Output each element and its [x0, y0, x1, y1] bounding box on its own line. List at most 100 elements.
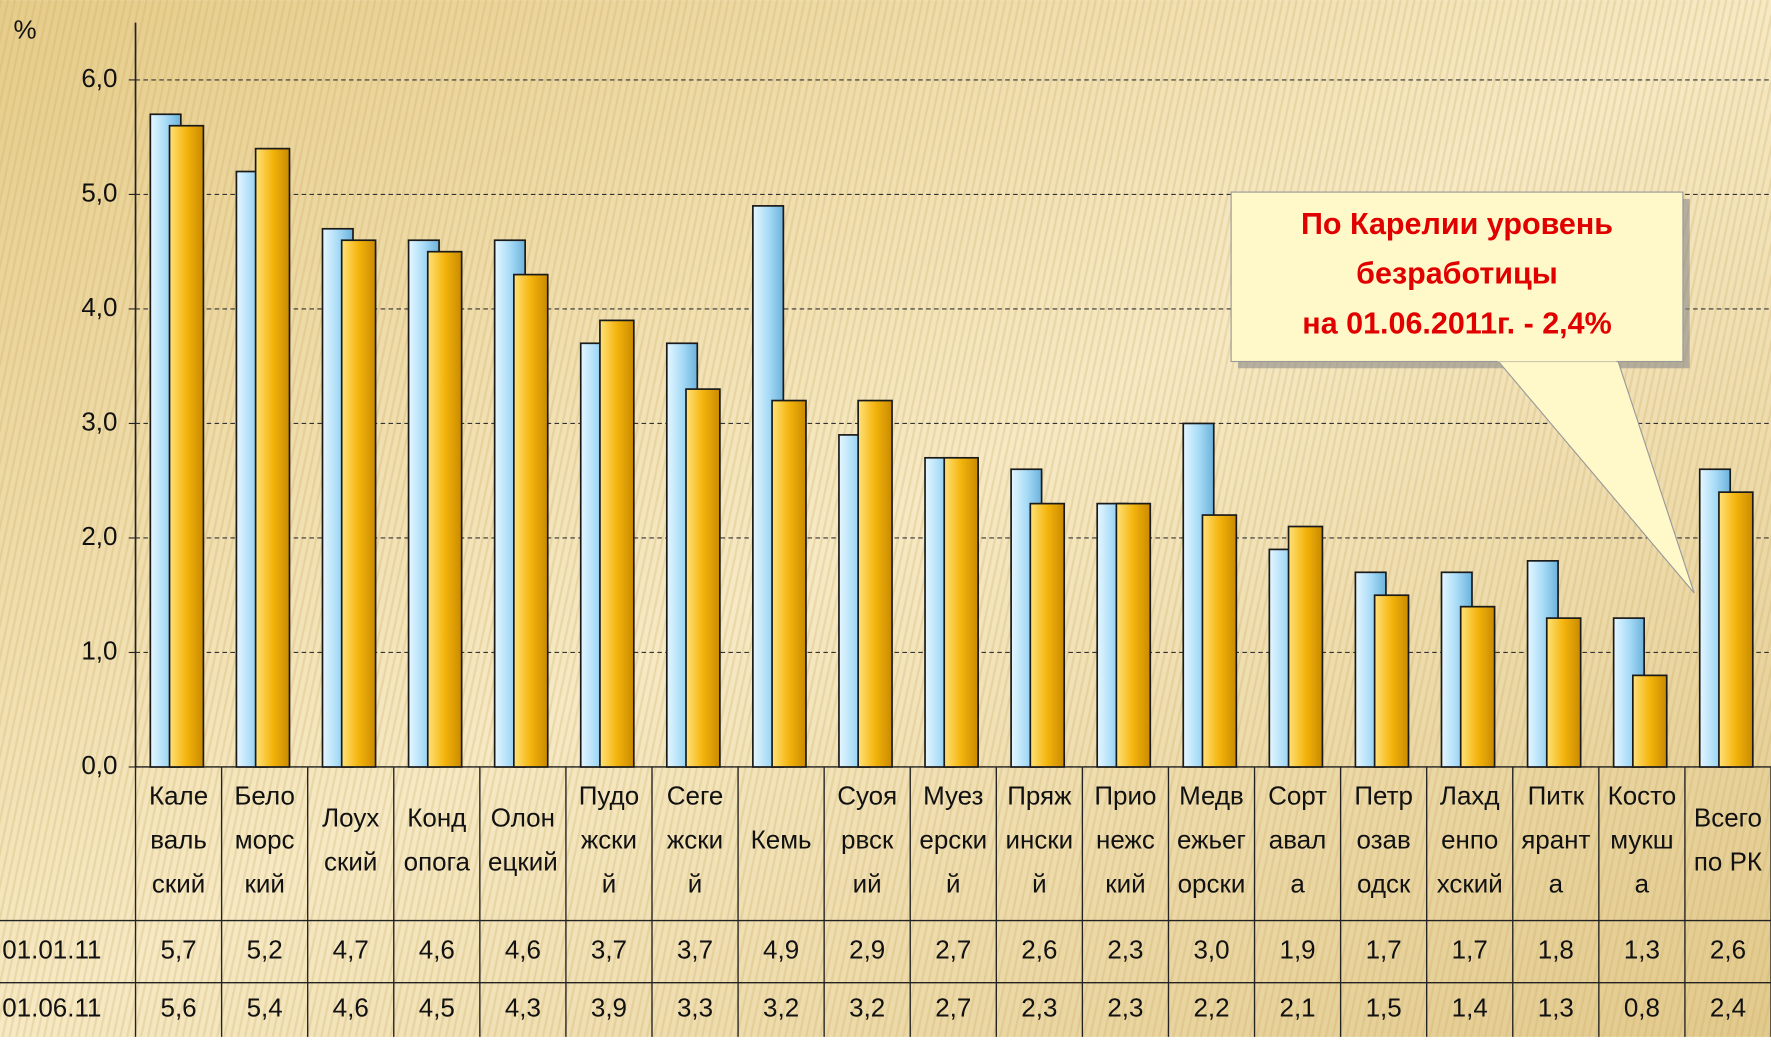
y-tick-label: 6,0 — [81, 63, 117, 93]
x-tick-label: жски — [581, 824, 637, 854]
bar — [1373, 594, 1410, 768]
x-tick-label: ецкий — [488, 846, 558, 876]
table-value: 5,6 — [161, 993, 197, 1023]
x-tick-label: й — [1032, 868, 1047, 898]
table-value: 4,7 — [333, 935, 369, 965]
x-tick-label: Медв — [1179, 780, 1244, 810]
table-value: 2,7 — [935, 993, 971, 1023]
x-tick-label: мукш — [1610, 824, 1673, 854]
x-tick-label: Конд — [407, 802, 466, 832]
x-tick-label: ий — [853, 868, 882, 898]
table-value: 1,3 — [1538, 993, 1574, 1023]
x-tick-label: Олон — [491, 802, 555, 832]
x-tick-label: по РК — [1694, 846, 1762, 876]
bar — [340, 239, 377, 768]
x-tick-label: а — [1635, 868, 1650, 898]
x-tick-label: кий — [244, 868, 284, 898]
x-tick-label: Суоя — [837, 780, 897, 810]
x-tick-label: Всего — [1694, 802, 1762, 832]
table-value: 4,6 — [505, 935, 541, 965]
x-tick-label: Петр — [1354, 780, 1413, 810]
bar — [254, 147, 291, 768]
table-value: 3,0 — [1193, 935, 1229, 965]
table-value: 2,6 — [1710, 935, 1746, 965]
bar — [512, 273, 549, 768]
x-tick-label: а — [1290, 868, 1305, 898]
table-value: 3,7 — [677, 935, 713, 965]
x-tick-label: ежьег — [1177, 824, 1246, 854]
y-tick-label: 4,0 — [81, 292, 117, 322]
x-tick-label: Пудо — [579, 780, 639, 810]
legend-label: 01.06.11 — [2, 993, 101, 1023]
x-tick-label: Питк — [1528, 780, 1585, 810]
x-tick-label: Кале — [149, 780, 208, 810]
table-value: 5,2 — [247, 935, 283, 965]
x-tick-label: ерски — [919, 824, 987, 854]
table-value: 3,2 — [763, 993, 799, 1023]
bar — [168, 124, 205, 768]
bar — [1201, 514, 1238, 768]
y-axis-label: % — [14, 15, 37, 45]
x-tick-label: ински — [1005, 824, 1073, 854]
bar — [1287, 525, 1324, 768]
table-value: 5,7 — [161, 935, 197, 965]
x-tick-label: Бело — [234, 780, 295, 810]
bar — [771, 399, 807, 768]
x-tick-label: авал — [1269, 824, 1327, 854]
x-tick-label: й — [602, 868, 617, 898]
table-value: 4,3 — [505, 993, 541, 1023]
annotation: безработицы — [1356, 257, 1558, 291]
bar — [599, 319, 635, 768]
table-value: 5,4 — [247, 993, 283, 1023]
annotation: на 01.06.2011г. - 2,4% — [1302, 306, 1611, 340]
bar — [943, 456, 979, 768]
y-tick-label: 5,0 — [81, 177, 117, 207]
x-tick-label: рвск — [841, 824, 894, 854]
table-value: 4,9 — [763, 935, 799, 965]
y-tick-label: 3,0 — [81, 406, 117, 436]
x-tick-label: Косто — [1608, 780, 1677, 810]
y-tick-label: 0,0 — [81, 750, 117, 780]
table-value: 3,3 — [677, 993, 713, 1023]
legend-label: 01.01.11 — [2, 935, 101, 965]
table-value: 2,3 — [1107, 993, 1143, 1023]
x-tick-label: кий — [1105, 868, 1145, 898]
table-value: 1,3 — [1624, 935, 1660, 965]
table-value: 4,6 — [419, 935, 455, 965]
x-tick-label: одск — [1357, 868, 1411, 898]
table-value: 2,4 — [1710, 993, 1746, 1023]
x-tick-label: енпо — [1441, 824, 1498, 854]
x-tick-label: а — [1549, 868, 1564, 898]
x-tick-label: Лоух — [322, 802, 379, 832]
table-value: 2,3 — [1021, 993, 1057, 1023]
x-tick-label: нежс — [1096, 824, 1155, 854]
callout-join — [1497, 352, 1617, 362]
x-tick-label: й — [688, 868, 703, 898]
bar — [1459, 605, 1496, 768]
table-value: 2,7 — [935, 935, 971, 965]
x-tick-label: Сорт — [1268, 780, 1327, 810]
x-tick-label: ярант — [1521, 824, 1590, 854]
table-value: 3,2 — [849, 993, 885, 1023]
bar — [1029, 502, 1066, 768]
table-value: 1,4 — [1452, 993, 1488, 1023]
callout — [1230, 191, 1684, 363]
y-tick-label: 1,0 — [81, 635, 117, 665]
table-value: 3,9 — [591, 993, 627, 1023]
bar — [1632, 674, 1668, 768]
x-tick-label: орски — [1178, 868, 1246, 898]
table-value: 3,7 — [591, 935, 627, 965]
bar — [1115, 502, 1152, 768]
x-tick-label: й — [946, 868, 961, 898]
x-tick-label: валь — [150, 824, 207, 854]
bar — [426, 250, 463, 768]
table-value: 2,9 — [849, 935, 885, 965]
x-tick-label: хский — [1437, 868, 1503, 898]
x-tick-label: Сеге — [667, 780, 724, 810]
x-tick-label: озав — [1357, 824, 1411, 854]
x-tick-label: Пряж — [1007, 780, 1072, 810]
x-tick-label: ский — [152, 868, 205, 898]
annotation: По Карелии уровень — [1301, 207, 1613, 241]
